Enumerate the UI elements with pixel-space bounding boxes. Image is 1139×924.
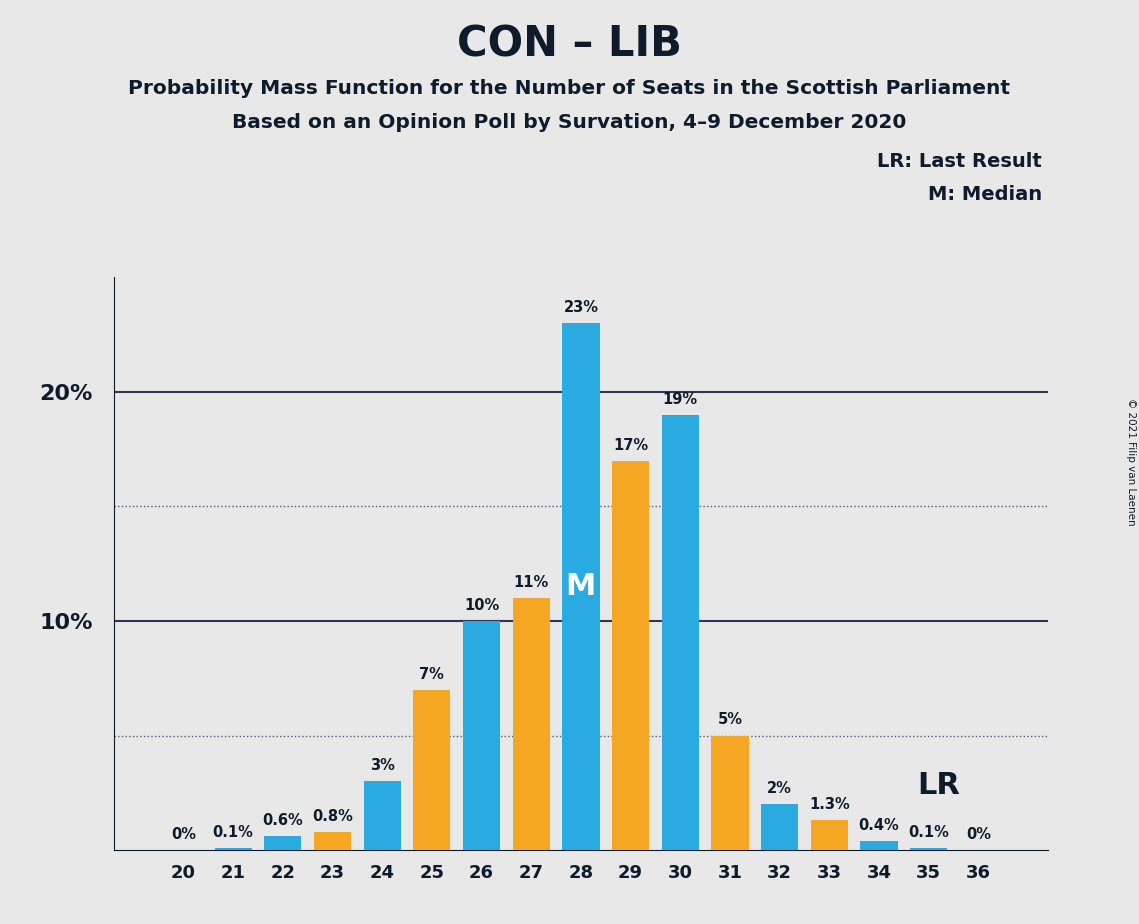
- Text: LR: LR: [917, 772, 960, 800]
- Bar: [761, 804, 798, 850]
- Bar: [462, 621, 500, 850]
- Bar: [612, 460, 649, 850]
- Text: 10%: 10%: [464, 598, 499, 613]
- Bar: [513, 598, 550, 850]
- Bar: [413, 689, 451, 850]
- Bar: [563, 323, 599, 850]
- Text: 7%: 7%: [419, 666, 444, 682]
- Text: 17%: 17%: [613, 437, 648, 453]
- Text: LR: Last Result: LR: Last Result: [877, 152, 1042, 172]
- Text: 0.4%: 0.4%: [859, 818, 900, 833]
- Text: M: M: [566, 572, 596, 601]
- Text: 1.3%: 1.3%: [809, 797, 850, 812]
- Text: 11%: 11%: [514, 575, 549, 590]
- Text: 0.8%: 0.8%: [312, 808, 353, 823]
- Bar: [662, 415, 699, 850]
- Text: 0%: 0%: [171, 827, 196, 842]
- Bar: [910, 848, 948, 850]
- Bar: [314, 832, 351, 850]
- Text: CON – LIB: CON – LIB: [457, 23, 682, 65]
- Bar: [711, 736, 748, 850]
- Text: 5%: 5%: [718, 712, 743, 727]
- Bar: [811, 821, 847, 850]
- Text: 0.1%: 0.1%: [213, 825, 254, 840]
- Bar: [214, 848, 252, 850]
- Text: 23%: 23%: [564, 300, 598, 315]
- Text: © 2021 Filip van Laenen: © 2021 Filip van Laenen: [1126, 398, 1136, 526]
- Text: 2%: 2%: [768, 781, 792, 796]
- Text: Probability Mass Function for the Number of Seats in the Scottish Parliament: Probability Mass Function for the Number…: [129, 79, 1010, 98]
- Text: 19%: 19%: [663, 392, 698, 407]
- Text: M: Median: M: Median: [928, 185, 1042, 204]
- Text: 0.6%: 0.6%: [262, 813, 303, 828]
- Bar: [363, 782, 401, 850]
- Text: 3%: 3%: [370, 759, 394, 773]
- Bar: [860, 841, 898, 850]
- Text: Based on an Opinion Poll by Survation, 4–9 December 2020: Based on an Opinion Poll by Survation, 4…: [232, 113, 907, 132]
- Bar: [264, 836, 302, 850]
- Text: 0.1%: 0.1%: [908, 825, 949, 840]
- Text: 0%: 0%: [966, 827, 991, 842]
